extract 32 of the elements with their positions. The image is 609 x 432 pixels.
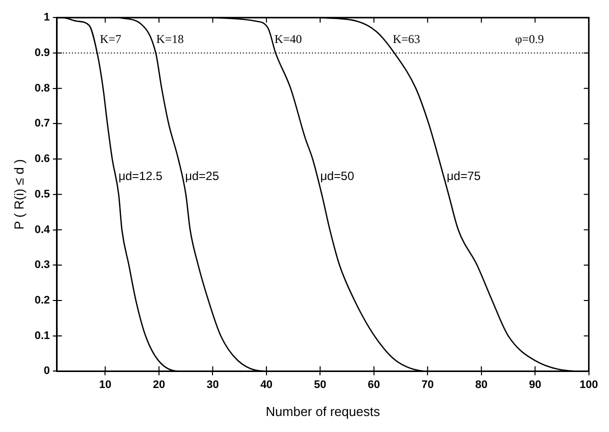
x-tick-label: 20 [152,378,166,391]
x-tick-label: 60 [368,378,380,391]
y-tick-label: 0.7 [34,118,50,130]
annotation: K=40 [274,32,302,46]
y-tick-label: 0.4 [34,224,51,236]
y-tick-label: 0.9 [34,46,50,59]
x-tick-label: 50 [314,378,326,391]
x-tick-label: 30 [206,378,219,391]
x-tick-label: 80 [475,378,488,391]
y-tick-label: 0.3 [34,259,50,272]
x-tick-label: 40 [260,378,273,391]
x-tick-label: 70 [422,378,434,391]
annotation: K=18 [156,32,184,46]
series-label: μd=25 [185,169,220,184]
y-tick-label: 0.6 [34,153,50,166]
x-tick-label: 100 [580,378,598,391]
series-label: μd=75 [446,169,482,184]
x-tick-label: 90 [528,378,542,391]
y-tick-label: 0.1 [34,330,50,342]
annotation: K=63 [392,32,420,46]
y-tick-label: 1 [44,12,50,24]
annotation: K=7 [100,32,122,46]
y-axis-title: P ( R(i) ≤ d ) [11,159,26,230]
series-label: μd=50 [320,169,354,184]
x-axis-title: Number of requests [266,404,380,419]
y-tick-label: 0.2 [34,294,50,307]
y-tick-label: 0.8 [34,82,50,94]
annotation: φ=0.9 [515,32,544,46]
y-tick-label: 0.5 [34,188,50,200]
series-label: μd=12.5 [118,169,163,184]
x-tick-label: 10 [99,378,112,391]
y-tick-label: 0 [44,365,50,378]
